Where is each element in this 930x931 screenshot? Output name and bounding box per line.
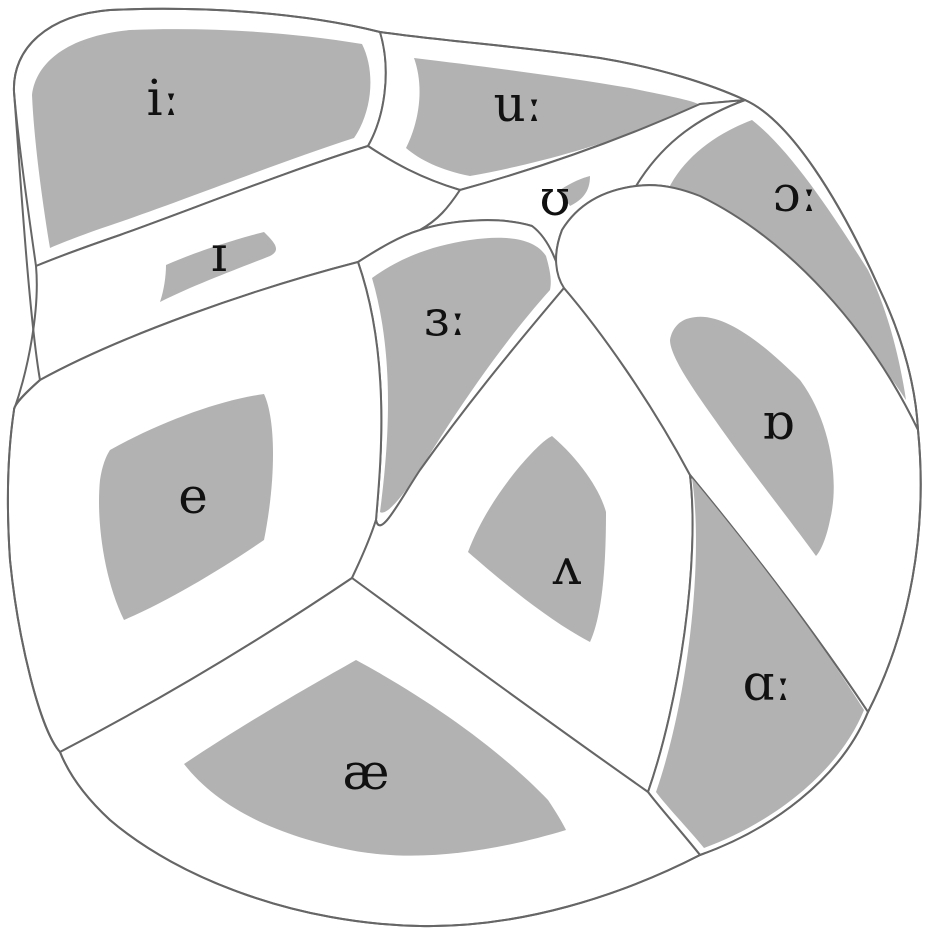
cell-ae-core [184,660,566,856]
cell-e: e [6,261,383,753]
label-a-long: ɑː [743,654,792,712]
cell-i-long: iː [12,7,387,267]
outer-boundary [6,7,922,928]
label-i-short: ɪ [211,225,227,283]
cell-u-short-core [560,176,590,206]
label-u-short: ʊ [539,169,570,227]
cell-u-long: uː [367,31,746,191]
label-u-long: uː [493,75,542,133]
cell-a-long-core [656,478,864,848]
label-i-long: iː [147,69,180,127]
label-open-o-long: ɔː [773,165,818,223]
cell-open-o-short-core [670,316,834,556]
label-ae: æ [343,743,390,801]
cell-i-short-core [160,232,277,302]
cell-i-long-core [32,29,371,249]
cell-wedge-core [468,436,606,642]
label-open-o-short: ɒ [762,393,794,451]
label-wedge: ʌ [552,538,582,596]
cell-schwa-long-core [372,237,551,513]
label-schwa-long: ɜː [424,289,466,347]
cell-e-core [99,394,273,620]
label-e: e [178,467,208,525]
cell-u-long-core [406,58,698,176]
cell-a-long: ɑː [647,474,869,856]
